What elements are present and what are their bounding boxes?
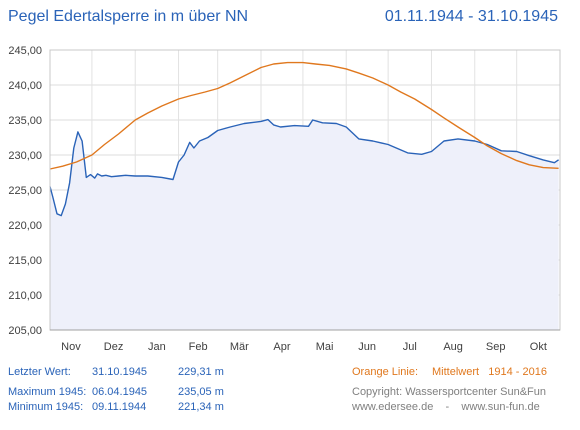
x-tick-label: Mai bbox=[316, 341, 334, 353]
y-tick-label: 205,00 bbox=[8, 325, 42, 337]
y-tick-label: 240,00 bbox=[8, 80, 42, 92]
websites: www.edersee.de - www.sun-fun.de bbox=[352, 401, 540, 413]
series-lines bbox=[49, 61, 559, 217]
y-tick-label: 230,00 bbox=[8, 150, 42, 162]
min-date: 09.11.1944 bbox=[92, 401, 147, 413]
min-label: Minimum 1945: bbox=[8, 401, 84, 413]
x-tick-label: Jun bbox=[358, 341, 376, 353]
y-tick-labels: 205,00 210,00 215,00 220,00 225,00 230,00 235,… bbox=[8, 45, 42, 337]
y-tick-label: 215,00 bbox=[8, 255, 42, 267]
max-date: 06.04.1945 bbox=[92, 386, 148, 398]
x-tick-labels: Nov Dez Jan Feb Mär Apr Mai Jun Jul Aug Sep Okt bbox=[61, 341, 547, 353]
x-tick-label: Feb bbox=[189, 341, 208, 353]
copyright: Copyright: Wassersportcenter Sun&Fun bbox=[352, 386, 547, 398]
series-line-0 bbox=[49, 118, 559, 217]
y-tick-label: 235,00 bbox=[8, 115, 42, 127]
x-tick-label: Okt bbox=[530, 341, 547, 353]
axes bbox=[49, 49, 561, 331]
y-tick-label: 225,00 bbox=[8, 185, 42, 197]
x-tick-label: Sep bbox=[486, 341, 506, 353]
last-value-label: Letzter Wert: bbox=[8, 366, 71, 378]
x-tick-label: Apr bbox=[273, 341, 290, 353]
y-tick-label: 245,00 bbox=[8, 45, 42, 57]
series-area-0 bbox=[50, 119, 559, 330]
last-value-date: 31.10.1945 bbox=[92, 366, 148, 378]
max-value: 235,05 m bbox=[178, 386, 224, 398]
x-tick-label: Aug bbox=[443, 341, 463, 353]
y-tick-label: 210,00 bbox=[8, 290, 42, 302]
max-label: Maximum 1945: bbox=[8, 386, 87, 398]
x-tick-label: Mär bbox=[230, 341, 249, 353]
area-fills bbox=[50, 119, 559, 330]
x-tick-label: Nov bbox=[61, 341, 81, 353]
orange-line-desc: Mittelwert 1914 - 2016 bbox=[432, 366, 547, 378]
orange-line-label: Orange Linie: bbox=[352, 366, 419, 378]
series-line-1 bbox=[49, 61, 559, 170]
chart-title: Pegel Edertalsperre in m über NN bbox=[8, 8, 249, 25]
x-tick-label: Dez bbox=[104, 341, 124, 353]
y-tick-label: 220,00 bbox=[8, 220, 42, 232]
x-tick-label: Jul bbox=[403, 341, 417, 353]
x-tick-label: Jan bbox=[148, 341, 166, 353]
min-value: 221,34 m bbox=[178, 401, 224, 413]
last-value: 229,31 m bbox=[178, 366, 224, 378]
date-range: 01.11.1944 - 31.10.1945 bbox=[384, 8, 558, 25]
